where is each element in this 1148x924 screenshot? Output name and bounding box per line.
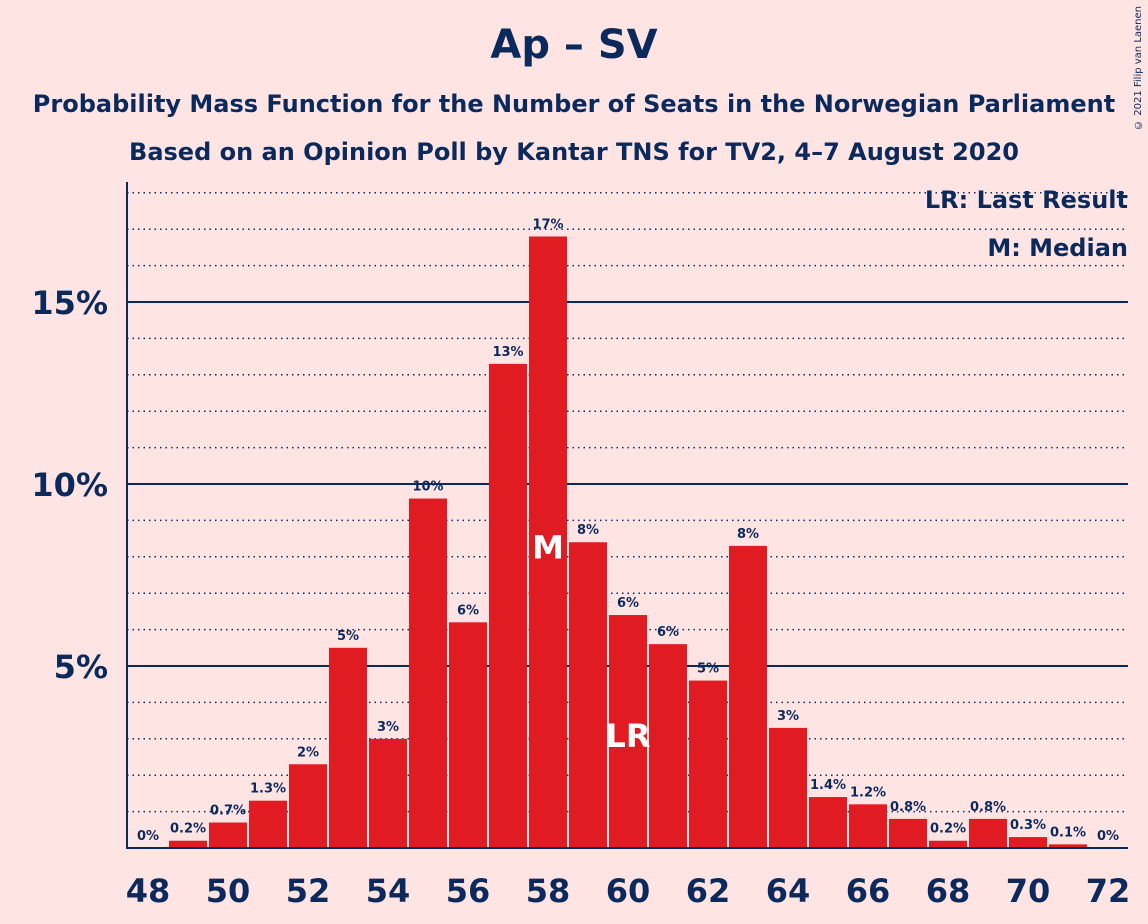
x-tick-label-70: 70: [1006, 872, 1051, 910]
bar-65: [809, 797, 847, 848]
bar-52: [289, 764, 327, 848]
bar-61: [649, 644, 687, 848]
bar-label-62: 5%: [697, 662, 719, 677]
bar-59: [569, 542, 607, 848]
bar-53: [329, 647, 367, 848]
bar-55: [409, 498, 447, 848]
x-tick-label-60: 60: [606, 872, 651, 910]
bar-70: [1009, 837, 1047, 848]
bar-label-70: 0.3%: [1010, 818, 1046, 833]
bar-label-52: 2%: [297, 745, 319, 760]
bar-label-64: 3%: [777, 709, 799, 724]
bar-label-51: 1.3%: [250, 782, 286, 797]
bar-label-50: 0.7%: [210, 804, 246, 819]
y-tick-label-15: 15%: [31, 284, 108, 322]
bar-label-61: 6%: [657, 625, 679, 640]
bar-label-48: 0%: [137, 829, 159, 844]
bar-label-63: 8%: [737, 527, 759, 542]
bar-label-60: 6%: [617, 596, 639, 611]
legend-median: M: Median: [987, 234, 1128, 262]
x-tick-label-72: 72: [1086, 872, 1131, 910]
x-tick-label-58: 58: [526, 872, 571, 910]
x-tick-label-54: 54: [366, 872, 411, 910]
y-tick-label-10: 10%: [31, 466, 108, 504]
y-tick-label-5: 5%: [54, 648, 108, 686]
legend-last-result: LR: Last Result: [924, 186, 1128, 214]
bar-60: [609, 615, 647, 848]
x-tick-label-66: 66: [846, 872, 891, 910]
bar-label-65: 1.4%: [810, 778, 846, 793]
x-tick-label-50: 50: [206, 872, 251, 910]
bar-71: [1049, 844, 1087, 848]
x-tick-label-62: 62: [686, 872, 731, 910]
bar-label-68: 0.2%: [930, 822, 966, 837]
bar-label-53: 5%: [337, 629, 359, 644]
median-marker: M: [532, 528, 564, 566]
last-result-marker: LR: [605, 717, 650, 755]
bar-62: [689, 680, 727, 848]
bar-63: [729, 545, 767, 848]
x-tick-label-52: 52: [286, 872, 331, 910]
bar-label-67: 0.8%: [890, 800, 926, 815]
bar-label-69: 0.8%: [970, 800, 1006, 815]
x-tick-label-56: 56: [446, 872, 491, 910]
bar-label-56: 6%: [457, 603, 479, 618]
bar-label-66: 1.2%: [850, 785, 886, 800]
bar-label-55: 10%: [412, 480, 443, 495]
bar-label-72: 0%: [1097, 829, 1119, 844]
bar-57: [489, 363, 527, 848]
bar-58: [529, 236, 567, 849]
bar-49: [169, 840, 207, 848]
bar-67: [889, 818, 927, 848]
bar-label-54: 3%: [377, 720, 399, 735]
bar-label-57: 13%: [492, 345, 523, 360]
bar-54: [369, 738, 407, 848]
bar-label-59: 8%: [577, 523, 599, 538]
chart-subtitle-1: Probability Mass Function for the Number…: [32, 90, 1116, 118]
bar-56: [449, 622, 487, 848]
chart-subtitle-2: Based on an Opinion Poll by Kantar TNS f…: [129, 138, 1019, 166]
x-tick-label-64: 64: [766, 872, 811, 910]
chart-title: Ap – SV: [490, 22, 658, 68]
x-tick-label-48: 48: [126, 872, 171, 910]
bar-label-58: 17%: [532, 217, 563, 232]
x-tick-label-68: 68: [926, 872, 971, 910]
bar-50: [209, 822, 247, 848]
bar-64: [769, 727, 807, 848]
bar-51: [249, 800, 287, 848]
bar-68: [929, 840, 967, 848]
bar-label-71: 0.1%: [1050, 825, 1086, 840]
bar-69: [969, 818, 1007, 848]
bar-66: [849, 804, 887, 848]
bar-label-49: 0.2%: [170, 822, 206, 837]
